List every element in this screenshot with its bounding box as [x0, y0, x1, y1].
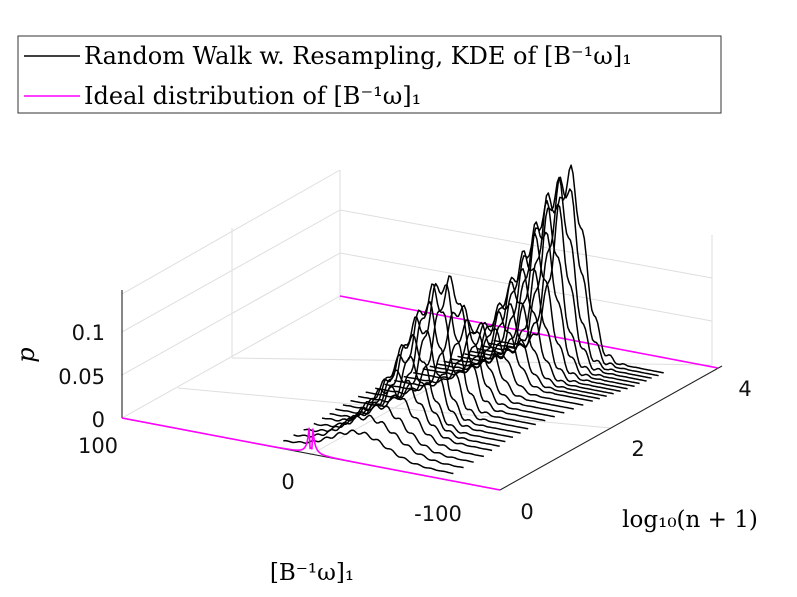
x-tick-neg100: -100: [414, 502, 462, 526]
grid-floor-y2: [177, 387, 611, 429]
kde-curve: [429, 302, 600, 400]
legend: Random Walk w. Resampling, KDE of [B⁻¹ω]…: [17, 35, 722, 114]
z-tick-0: 0: [92, 408, 105, 432]
y-axis-label: log₁₀(n + 1): [622, 507, 758, 533]
grid-z1-left: [121, 209, 341, 333]
tick-labels: 0.1 0.05 0 100 0 -100 0 2 4: [58, 321, 751, 526]
grid-top-back: [339, 209, 713, 279]
z-axis-label: p: [12, 347, 40, 362]
kde-curve: [357, 283, 529, 430]
legend-label-kde: Random Walk w. Resampling, KDE of [B⁻¹ω]…: [84, 42, 632, 70]
z-tick-0-05: 0.05: [58, 365, 105, 389]
x-axis-label: [B⁻¹ω]₁: [270, 560, 354, 586]
kde-curve: [450, 250, 621, 393]
kde-curve: [413, 321, 584, 406]
kde-curve: [303, 401, 474, 463]
kde-curve: [293, 414, 464, 469]
y-tick-0: 0: [520, 500, 533, 524]
grid-z05-left: [121, 252, 341, 376]
kde-curve: [384, 304, 555, 418]
axis-labels: p log₁₀(n + 1) [B⁻¹ω]₁: [12, 347, 758, 586]
legend-box: [17, 35, 722, 114]
x-tick-100: 100: [78, 434, 118, 458]
series-curves: [121, 164, 719, 491]
grid-top-left: [121, 169, 341, 295]
kde-curve: [436, 280, 607, 397]
z-tick-0-1: 0.1: [72, 321, 105, 345]
grid-floor-x100: [121, 295, 341, 419]
kde-curve: [365, 282, 536, 426]
y-axis-line: [499, 365, 723, 491]
ideal-near-line: [121, 417, 501, 491]
legend-label-ideal: Ideal distribution of [B⁻¹ω]₁: [84, 82, 421, 110]
y-tick-2: 2: [631, 437, 644, 461]
kde-curve: [469, 199, 640, 385]
grid-z1-back: [339, 252, 713, 322]
kde-curve: [321, 369, 493, 452]
grid: [121, 169, 713, 456]
kde-curve: [350, 300, 521, 434]
y-tick-4: 4: [738, 377, 751, 401]
kde-curve: [481, 176, 652, 379]
x-tick-0: 0: [281, 470, 294, 494]
